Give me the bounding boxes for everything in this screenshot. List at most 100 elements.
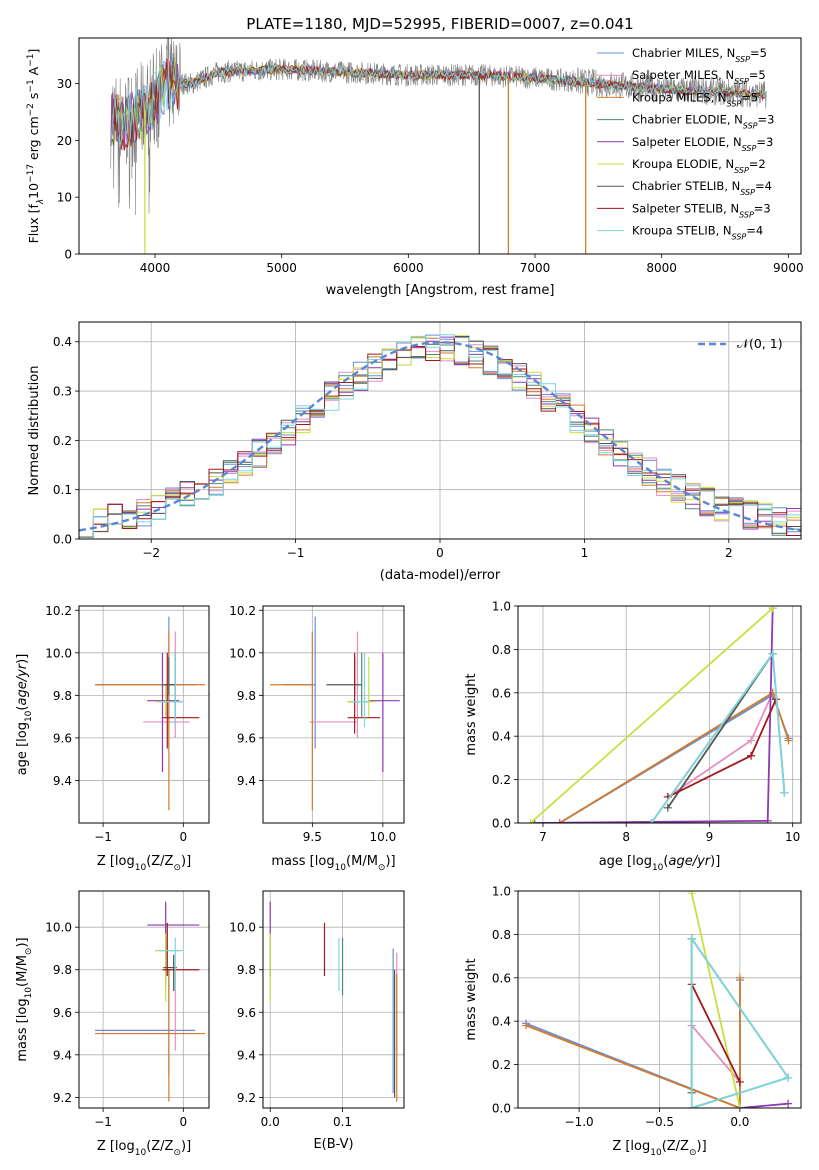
y-tick-label: 0.4 <box>53 335 72 349</box>
x-tick-label: 0.1 <box>333 1115 352 1129</box>
y-tick-label: 0.4 <box>492 1015 511 1029</box>
plot-area-age_vs_mass <box>270 616 400 811</box>
mass-weight-marker <box>735 973 744 982</box>
y-tick-label: 9.4 <box>53 1048 72 1062</box>
x-tick-label: −0.5 <box>645 1115 674 1129</box>
y-axis-label: Flux [fλ10−17 erg cm−2 s−1 A−1] <box>26 49 46 244</box>
y-tick-label: 9.8 <box>237 689 256 703</box>
mass-weight-line-7 <box>690 983 741 1083</box>
legend-label: Kroupa MILES, NSSP=5 <box>632 90 758 108</box>
y-tick-label: 9.4 <box>237 774 256 788</box>
y-axis-label: Normed distribution <box>27 366 42 496</box>
mass-weight-marker <box>647 819 656 823</box>
mass-weight-marker <box>763 816 772 823</box>
legend-label: Salpeter ELODIE, NSSP=3 <box>632 135 773 153</box>
y-tick-label: 30 <box>57 77 72 91</box>
mass-weight-marker <box>735 1077 744 1086</box>
y-tick-label: 0.0 <box>53 533 72 547</box>
x-axis-label: Z [log10(Z/Z⊙)] <box>97 1139 191 1158</box>
errorbar-point-8 <box>159 652 184 728</box>
x-tick-label: 9.5 <box>303 830 322 844</box>
axes-frame <box>78 890 210 1109</box>
model-spectrum-8 <box>110 63 767 148</box>
errorbar-point-2 <box>95 631 205 811</box>
y-tick-label: 0.6 <box>492 686 511 700</box>
errorbar-point-0 <box>95 616 196 749</box>
x-tick-label: 6000 <box>393 261 424 275</box>
errorbar-point-6 <box>326 657 362 696</box>
errorbar-point-6 <box>163 954 177 991</box>
y-tick-label: 9.6 <box>237 1006 256 1020</box>
mass-weight-marker <box>555 819 564 823</box>
axes-frame <box>78 605 210 824</box>
residual-histogram-8 <box>79 334 801 539</box>
y-tick-label: 0.0 <box>492 1102 511 1116</box>
y-tick-label: 9.6 <box>237 731 256 745</box>
x-axis-label: age [log10(age/yr)] <box>599 854 721 873</box>
plot-area-spectrum <box>110 38 767 254</box>
legend-label: Salpeter STELIB, NSSP=3 <box>632 201 771 219</box>
y-axis-label: mass weight <box>464 958 479 1040</box>
mass-weight-marker <box>687 934 696 943</box>
x-tick-label: 7000 <box>520 261 551 275</box>
x-tick-label: 10.0 <box>369 830 396 844</box>
errorbar-point-2 <box>270 631 313 811</box>
mass-weight-line-8 <box>650 651 786 823</box>
panel-mass_weight_vs_Z: −1.0 −0.5 0.0 0.0 0.2 0.4 0.6 0.8 1.0 Z [log10(Z/… <box>464 885 802 1158</box>
mass-weight-marker <box>747 751 756 760</box>
errorbar-point-0 <box>95 969 196 1077</box>
y-tick-label: 0.4 <box>492 730 511 744</box>
panel-residuals: −2 −1 0 1 2 0.0 0.1 0.2 0.3 0.4 (data-model)/error… <box>27 321 802 583</box>
x-tick-label: −1 <box>94 1115 112 1129</box>
mass-weight-marker <box>735 1104 744 1108</box>
legend: Chabrier MILES, NSSP=5 Salpeter MILES, NS… <box>597 46 774 241</box>
y-tick-label: 0 <box>64 248 72 262</box>
panel-mass_vs_ebv: 0.0 0.1 9.2 9.4 9.6 9.8 10.0 E(B-V) <box>229 890 405 1152</box>
errorbar-point-2 <box>95 969 205 1102</box>
mass-weight-line-3 <box>650 651 786 823</box>
x-tick-label: 7 <box>539 830 547 844</box>
y-tick-label: 1.0 <box>492 600 511 614</box>
x-tick-label: 5000 <box>266 261 297 275</box>
panel-spectrum: 4000 5000 6000 7000 8000 9000 0 10 20 30 wavelengt… <box>26 37 804 298</box>
x-tick-label: 0 <box>180 1115 188 1129</box>
mass-weight-marker <box>522 1021 531 1030</box>
y-tick-label: 0.8 <box>492 643 511 657</box>
axes-frame <box>262 605 405 824</box>
plot-area-age_vs_Z <box>95 616 205 811</box>
figure-title: PLATE=1180, MJD=52995, FIBERID=0007, z=0… <box>246 15 633 33</box>
mass-weight-marker <box>687 891 696 898</box>
x-axis-label: (data-model)/error <box>380 568 501 583</box>
residual-histogram-7 <box>79 336 801 539</box>
x-tick-label: 8 <box>622 830 630 844</box>
x-tick-label: 0.0 <box>730 1115 749 1129</box>
y-tick-label: 0.0 <box>492 817 511 831</box>
x-tick-label: 0.0 <box>261 1115 280 1129</box>
legend-label: Kroupa STELIB, NSSP=4 <box>632 224 763 242</box>
y-tick-label: 10.2 <box>229 604 256 618</box>
y-tick-label: 1.0 <box>492 885 511 899</box>
x-tick-label: 9000 <box>773 261 804 275</box>
y-tick-label: 20 <box>57 134 72 148</box>
legend-label: Chabrier ELODIE, NSSP=3 <box>632 113 774 131</box>
legend-label: Chabrier MILES, NSSP=5 <box>632 46 767 64</box>
panel-age_vs_Z: −1 0 9.4 9.6 9.8 10.0 10.2 Z [log10(Z/Z⊙)] age [… <box>15 604 210 873</box>
axes-frame <box>517 605 802 824</box>
panel-age_vs_mass: 9.5 10.0 9.4 9.6 9.8 10.0 10.2 mass [log10(M/M⊙… <box>229 604 405 873</box>
mass-weight-line-2 <box>525 977 741 1108</box>
y-tick-label: 9.4 <box>237 1048 256 1062</box>
y-tick-label: 9.2 <box>237 1091 256 1105</box>
x-axis-label: wavelength [Angstrom, rest frame] <box>326 283 555 298</box>
legend-label: Kroupa ELODIE, NSSP=2 <box>632 157 766 175</box>
mass-weight-marker <box>526 819 535 823</box>
mass-weight-line-5 <box>690 893 741 1108</box>
y-tick-label: 10 <box>57 191 72 205</box>
x-tick-label: 4000 <box>140 261 171 275</box>
x-tick-label: 8000 <box>646 261 677 275</box>
plot-area-mass_weight_vs_age <box>526 606 793 823</box>
model-spectrum-7 <box>110 58 767 151</box>
axes-frame <box>262 890 405 1109</box>
mass-weight-line-2 <box>559 691 790 823</box>
plot-area-mass_weight_vs_Z <box>522 891 793 1108</box>
normal-reference-curve <box>79 340 801 532</box>
